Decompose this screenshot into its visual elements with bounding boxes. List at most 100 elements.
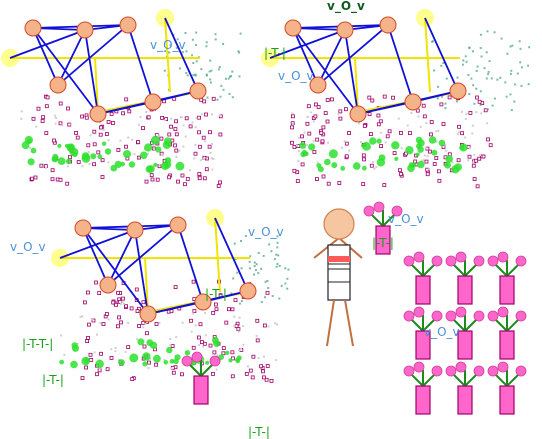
scatter-square [216,184,221,188]
scatter-square [91,318,96,323]
graph-node [119,16,137,34]
scatter-square [58,101,63,106]
flower [515,255,527,267]
scatter-speck [121,300,124,303]
scatter-square [116,324,120,329]
scatter-speck [148,357,151,360]
scatter-dot [71,344,80,352]
scatter-speck [179,116,182,119]
flower-pot-icon [445,306,485,360]
scatter-speck [248,260,251,263]
graph-node [99,276,117,294]
flower [403,365,415,377]
scatter-square [230,374,235,379]
scatter-square [315,137,320,142]
pot [499,330,515,360]
scatter-square [189,318,193,323]
scatter-dot [97,154,103,160]
scatter-dot [153,354,161,363]
scatter-square [154,362,159,367]
scatter-square [439,102,444,107]
graph-edge [177,224,204,303]
guide-line [94,57,99,113]
scatter-square [147,360,151,365]
scatter-square [146,115,151,120]
scatter-square [477,99,482,104]
scatter-speck [271,295,274,297]
scatter-speck [191,38,194,41]
scatter-square [98,132,103,137]
scatter-dot [438,139,446,147]
scatter-square [233,298,238,303]
scatter-dot [431,149,438,156]
graph-node [49,76,67,94]
scatter-speck [240,300,243,303]
scatter-speck [483,67,486,70]
scatter-speck [209,59,212,62]
scatter-square [183,182,187,187]
scatter-dot [317,166,324,173]
scatter-square [255,318,260,323]
scatter-dot [417,160,425,169]
scatter-speck [110,348,113,351]
scatter-square [320,139,325,144]
scatter-speck [422,159,425,162]
scatter-square [422,114,427,119]
scatter-speck [181,321,184,324]
scatter-speck [114,346,117,349]
flower [487,310,499,322]
scatter-square [378,119,383,124]
scatter-square [211,310,216,315]
scatter-square [323,111,328,115]
stick-figure-icon [313,208,363,347]
graph-node [76,21,94,39]
scatter-speck [253,261,256,264]
scatter-square [41,115,45,120]
scatter-speck [160,154,163,156]
scatter-speck [510,69,513,72]
scatter-speck [220,84,223,87]
scatter-speck [217,68,220,71]
scatter-speck [133,153,136,156]
flower [391,205,403,217]
scatter-dot [308,143,316,151]
scatter-speck [519,47,522,50]
scatter-square [367,112,372,116]
scatter-speck [275,253,278,256]
scatter-dot [324,158,331,166]
scatter-dot [225,350,230,355]
scatter-speck [486,122,489,125]
scatter-square [105,132,109,136]
scatter-square [124,304,128,309]
scatter-speck [90,317,93,320]
scatter-dot [212,336,219,344]
scatter-square [344,141,349,146]
scatter-speck [257,272,260,275]
scatter-speck [147,367,150,370]
scatter-speck [170,117,173,120]
scatter-speck [222,43,225,45]
scatter-speck [203,140,206,143]
scatter-speck [211,113,213,116]
scatter-speck [184,32,187,34]
flower [473,365,485,377]
scatter-speck [93,351,96,354]
scatter-square [39,163,44,168]
scatter-square [307,131,312,136]
scatter-speck [513,100,516,103]
scatter-dot [95,359,104,369]
scatter-speck [375,166,378,169]
scatter-square [460,131,465,136]
scatter-square [105,312,109,316]
scatter-square [434,156,439,160]
graph-node [404,93,422,111]
scatter-speck [185,72,188,74]
scatter-square [84,365,88,370]
flower [487,365,499,377]
flower [497,306,509,318]
scatter-speck [181,51,184,54]
scatter-speck [242,325,244,327]
scatter-speck [218,114,221,117]
scatter-speck [195,117,198,119]
scatter-dot [162,140,171,149]
